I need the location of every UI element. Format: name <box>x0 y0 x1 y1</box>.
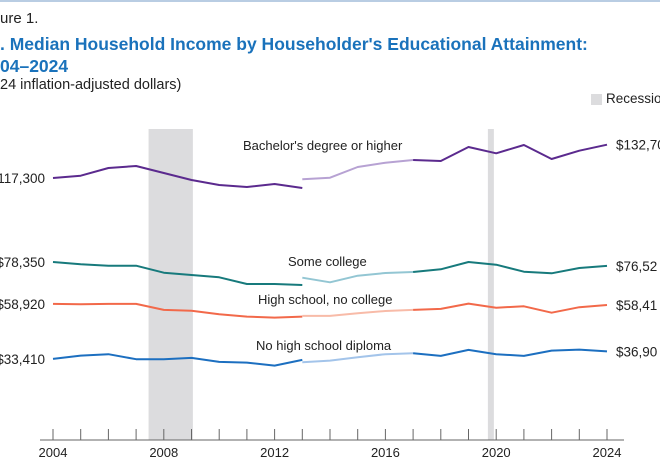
x-tick-label: 2008 <box>149 445 178 460</box>
series-label: Bachelor's degree or higher <box>243 138 403 153</box>
x-tick-label: 2024 <box>593 445 622 460</box>
top-border <box>0 0 660 2</box>
series-line-2-2004-2013 <box>52 302 303 319</box>
start-value-label: $58,920 <box>0 297 45 312</box>
series-line-3-2017-2024 <box>413 348 608 357</box>
series-line-3-light <box>302 352 414 364</box>
end-value-label: $36,90 <box>616 344 657 359</box>
series-label: No high school diploma <box>256 338 392 353</box>
series-line-2-2017-2024 <box>413 302 608 314</box>
chart-title: . Median Household Income by Householder… <box>0 34 588 54</box>
series-line-2-light <box>302 308 414 317</box>
figure-label: ure 1. <box>0 10 39 27</box>
end-value-label: $76,52 <box>616 259 657 274</box>
recession-legend-swatch <box>591 94 602 105</box>
series-line-0-2004-2013 <box>52 165 303 189</box>
start-value-label: $78,350 <box>0 255 45 270</box>
series-line-1-2017-2024 <box>413 261 608 275</box>
series-line-3-2004-2013 <box>52 353 303 367</box>
chart-title-line2: 04–2024 <box>0 56 69 76</box>
series-label: High school, no college <box>258 292 392 307</box>
series-line-1-2004-2013 <box>52 261 303 286</box>
recession-band <box>487 129 494 440</box>
recession-legend-label: Recessio <box>606 91 660 106</box>
x-tick-label: 2004 <box>39 445 68 460</box>
x-tick-label: 2020 <box>482 445 511 460</box>
series-line-0-2017-2024 <box>413 143 608 162</box>
end-value-label: $132,70 <box>616 138 660 153</box>
x-tick-label: 2012 <box>260 445 289 460</box>
x-tick-label: 2016 <box>371 445 400 460</box>
series-line-1-light <box>302 271 414 284</box>
series-line-0-light <box>302 159 414 181</box>
series-label: Some college <box>288 254 367 269</box>
start-value-label: $33,410 <box>0 352 45 367</box>
recession-band <box>148 129 193 440</box>
start-value-label: 117,300 <box>0 171 45 186</box>
end-value-label: $58,41 <box>616 298 657 313</box>
chart-subtitle: 24 inflation-adjusted dollars) <box>0 77 182 93</box>
